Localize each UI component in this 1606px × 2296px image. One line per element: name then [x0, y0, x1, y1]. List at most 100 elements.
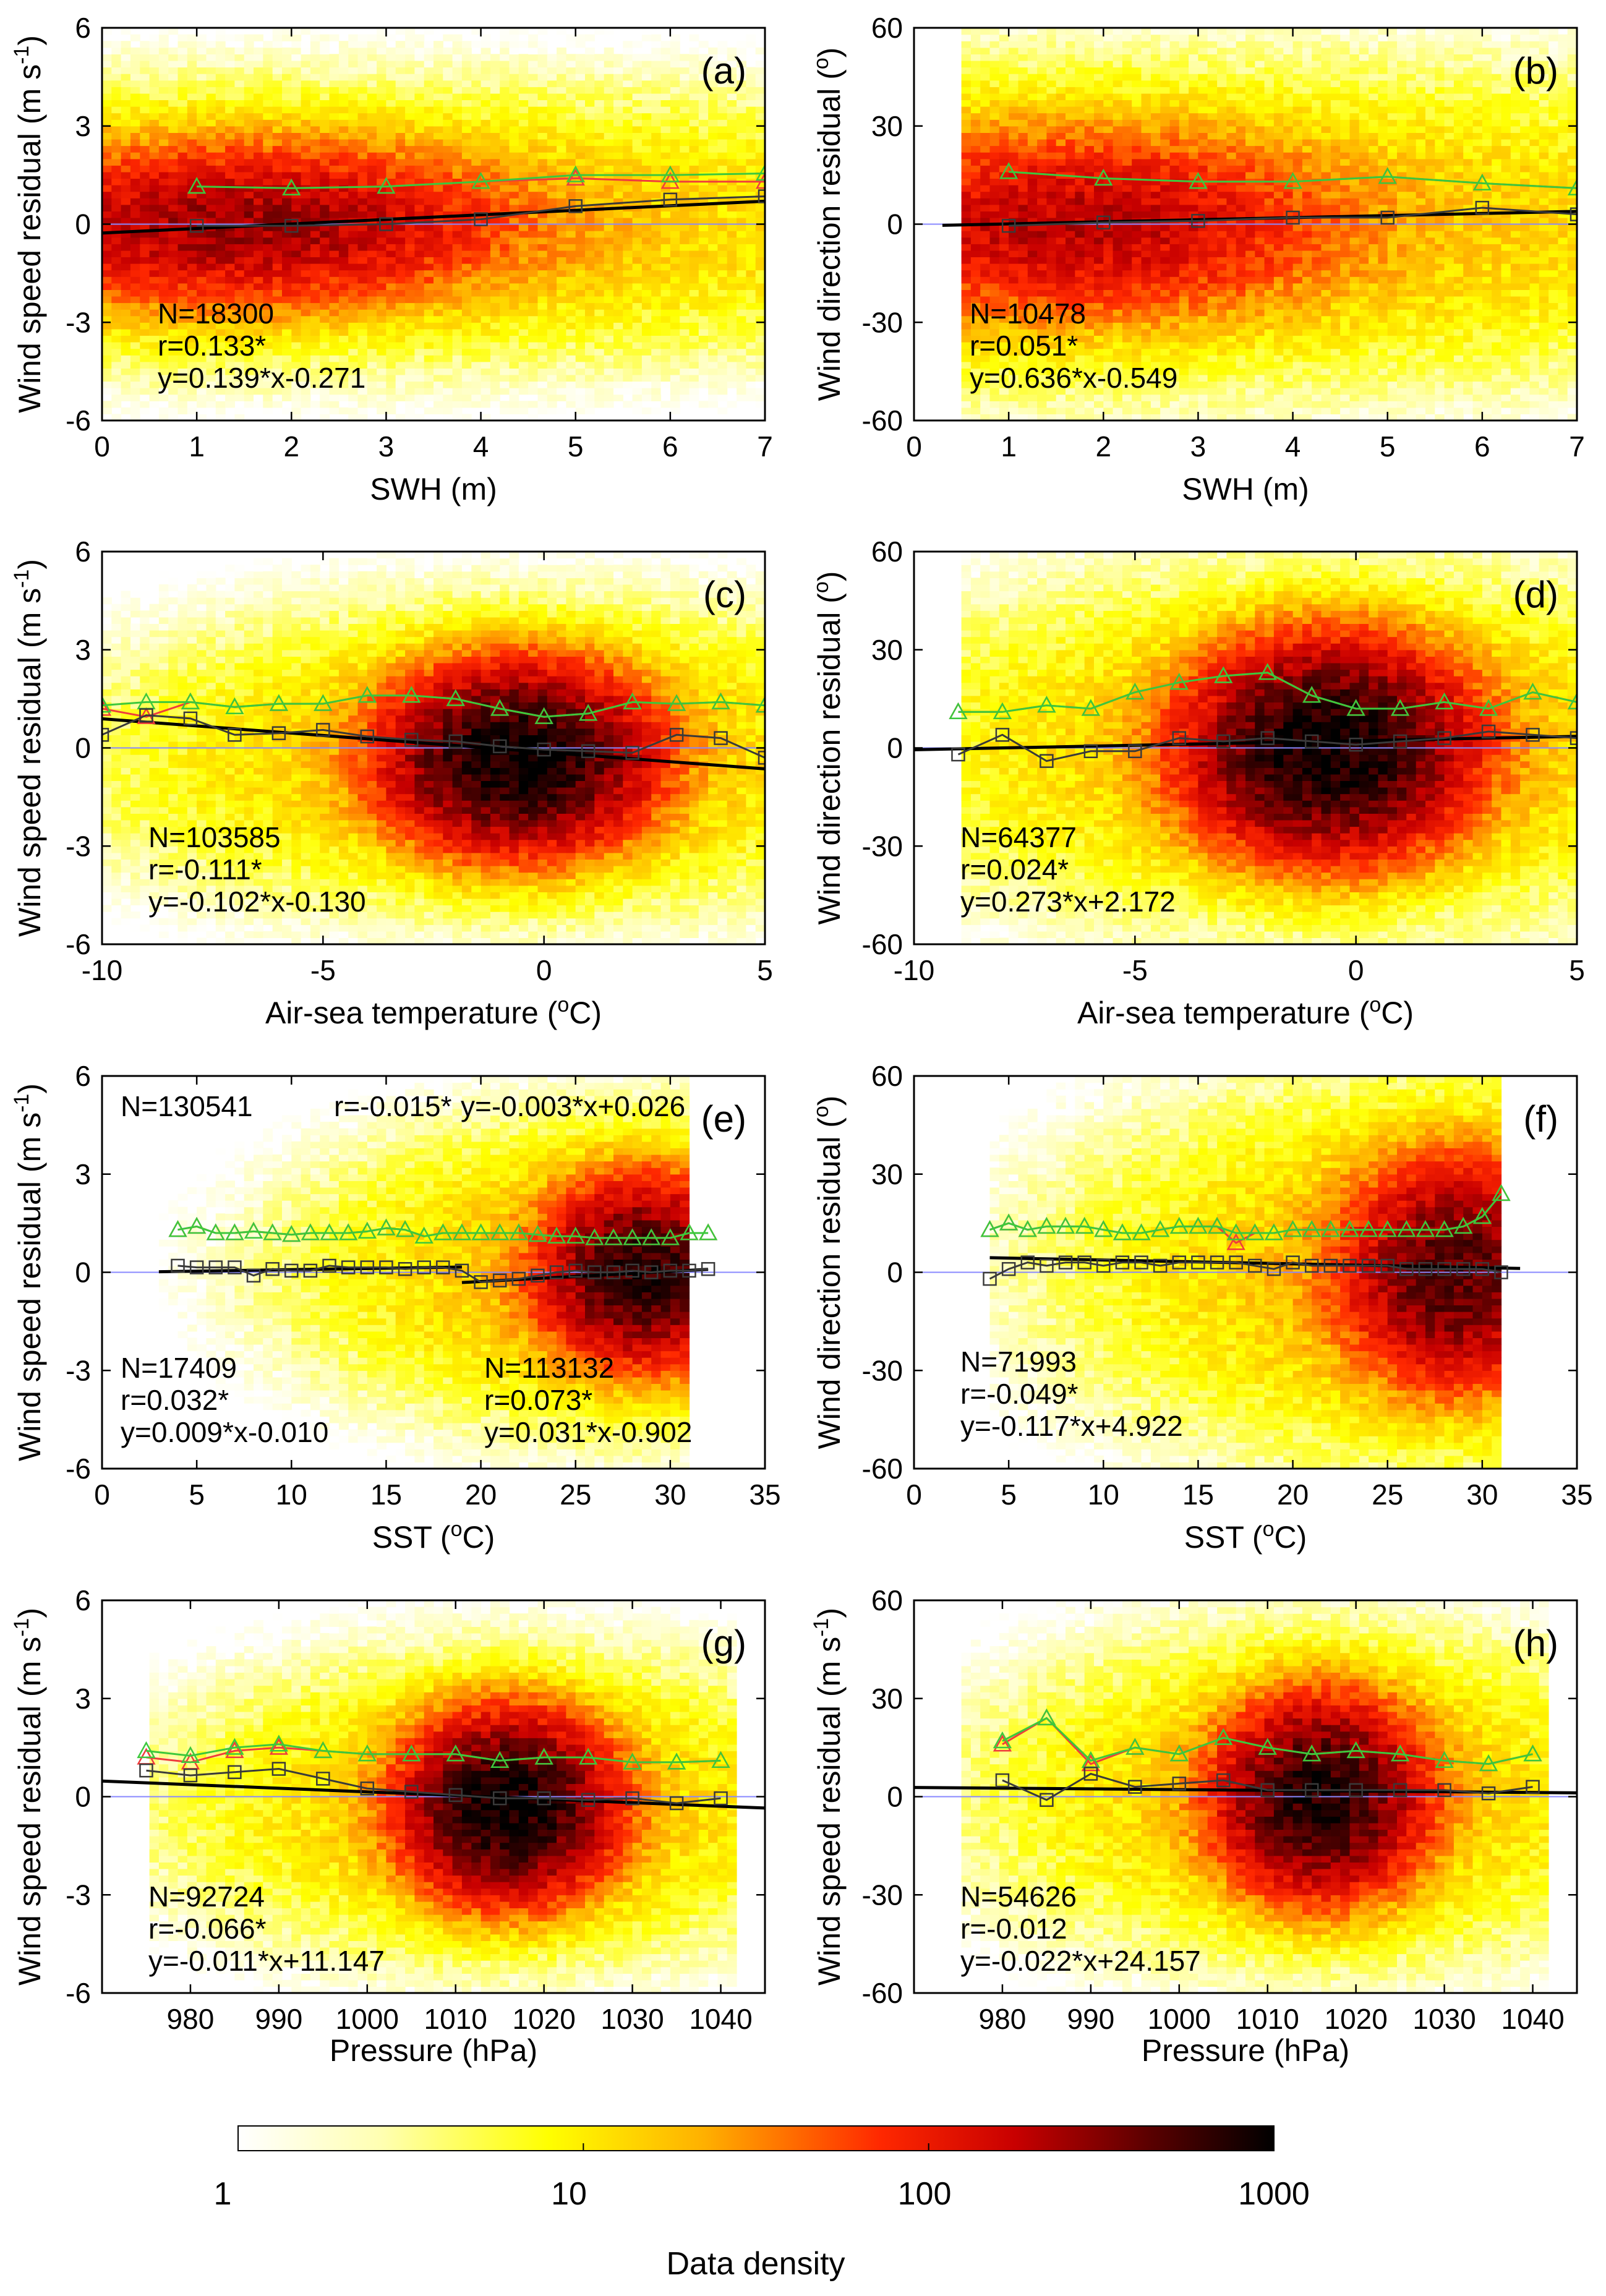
- density-cell: [348, 374, 359, 382]
- density-cell: [670, 244, 680, 251]
- density-cell: [1018, 283, 1028, 290]
- density-cell: [1103, 171, 1114, 179]
- density-cell: [434, 237, 443, 244]
- density-cell: [177, 34, 188, 41]
- density-cell: [434, 80, 443, 87]
- density-cell: [651, 276, 662, 284]
- density-cell: [357, 171, 368, 179]
- density-cell: [980, 355, 991, 362]
- density-cell: [670, 276, 680, 284]
- density-cell: [490, 113, 500, 120]
- density-cell: [158, 322, 169, 330]
- density-cell: [168, 93, 179, 100]
- density-cell: [414, 158, 425, 166]
- density-cell: [434, 309, 443, 317]
- density-cell: [575, 289, 586, 297]
- density-cell: [547, 224, 557, 231]
- density-cell: [518, 270, 529, 277]
- density-cell: [244, 224, 254, 231]
- density-cell: [1027, 414, 1038, 420]
- density-cell: [130, 355, 140, 362]
- density-cell: [367, 328, 377, 336]
- density-cell: [111, 348, 122, 356]
- density-cell: [320, 113, 330, 120]
- density-cell: [689, 276, 699, 284]
- density-cell: [168, 185, 179, 192]
- density-cell: [367, 139, 377, 147]
- density-cell: [225, 368, 235, 375]
- density-cell: [357, 145, 368, 153]
- density-cell: [471, 342, 482, 349]
- density-cell: [130, 217, 140, 225]
- density-cell: [263, 381, 273, 388]
- density-cell: [234, 368, 245, 375]
- density-cell: [537, 270, 548, 277]
- density-cell: [537, 158, 548, 166]
- density-cell: [689, 322, 699, 330]
- density-cell: [585, 348, 595, 356]
- density-cell: [632, 224, 643, 231]
- density-cell: [594, 244, 605, 251]
- density-cell: [1027, 34, 1038, 41]
- density-cell: [282, 342, 292, 349]
- density-cell: [1094, 368, 1104, 375]
- density-cell: [357, 106, 368, 114]
- density-cell: [177, 257, 188, 264]
- density-cell: [509, 237, 519, 244]
- density-cell: [130, 244, 140, 251]
- density-cell: [680, 152, 690, 160]
- density-cell: [727, 217, 737, 225]
- density-cell: [320, 250, 330, 257]
- density-cell: [357, 368, 368, 375]
- density-cell: [1027, 158, 1038, 166]
- density-cell: [1046, 231, 1057, 238]
- density-cell: [613, 322, 623, 330]
- density-cell: [158, 224, 169, 231]
- density-cell: [727, 276, 737, 284]
- density-cell: [414, 132, 425, 140]
- density-cell: [1075, 231, 1085, 238]
- density-cell: [348, 231, 359, 238]
- density-cell: [225, 106, 235, 114]
- density-cell: [291, 283, 302, 290]
- density-cell: [282, 34, 292, 41]
- density-cell: [263, 54, 273, 61]
- density-cell: [1056, 211, 1066, 218]
- density-cell: [461, 244, 472, 251]
- density-cell: [557, 93, 566, 100]
- density-cell: [443, 283, 453, 290]
- density-cell: [500, 263, 510, 271]
- density-cell: [301, 381, 311, 388]
- density-cell: [301, 237, 311, 244]
- density-cell: [518, 126, 529, 133]
- density-cell: [1018, 47, 1028, 54]
- density-cell: [149, 185, 160, 192]
- density-cell: [434, 394, 443, 401]
- density-cell: [547, 374, 557, 382]
- density-cell: [452, 374, 463, 382]
- density-cell: [641, 296, 652, 304]
- density-cell: [999, 100, 1009, 107]
- density-cell: [528, 244, 538, 251]
- density-cell: [557, 178, 566, 186]
- density-cell: [395, 224, 406, 231]
- density-cell: [377, 132, 387, 140]
- density-cell: [452, 204, 463, 211]
- density-cell: [1046, 315, 1057, 323]
- density-cell: [518, 263, 529, 271]
- density-cell: [329, 211, 340, 218]
- density-cell: [604, 342, 614, 349]
- density-cell: [670, 401, 680, 408]
- density-cell: [518, 250, 529, 257]
- density-cell: [461, 394, 472, 401]
- density-cell: [708, 381, 718, 388]
- density-cell: [395, 309, 406, 317]
- density-cell: [500, 270, 510, 277]
- density-cell: [140, 315, 150, 323]
- density-cell: [149, 93, 160, 100]
- density-cell: [537, 198, 548, 205]
- density-cell: [641, 126, 652, 133]
- density-cell: [187, 217, 197, 225]
- density-cell: [961, 224, 972, 231]
- density-cell: [547, 263, 557, 271]
